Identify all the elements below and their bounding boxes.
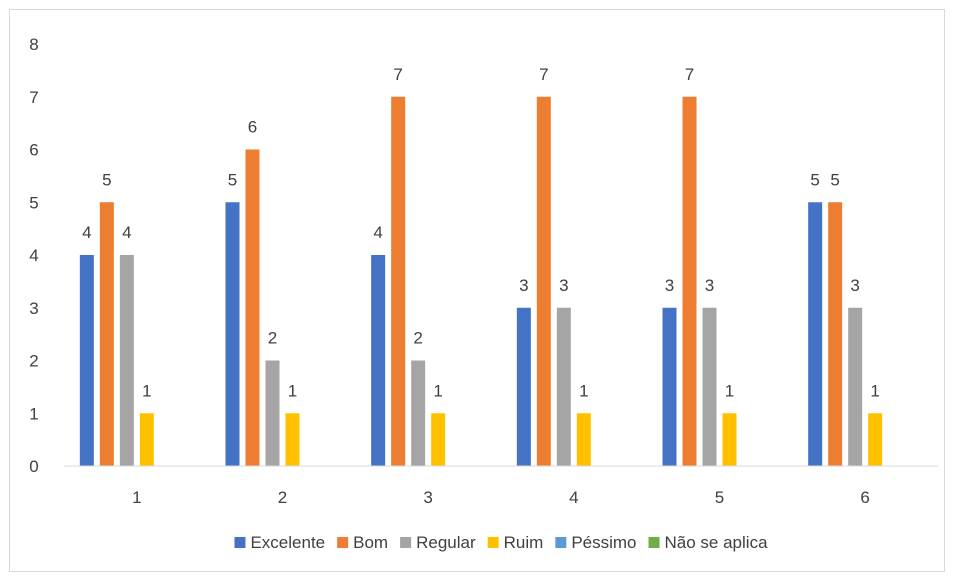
bar-regular-3	[411, 360, 426, 466]
legend-swatch	[234, 537, 246, 548]
y-axis-ticks: 0 1 2 3 4 5 6 7 8	[29, 35, 38, 476]
y-tick-label: 8	[29, 35, 38, 54]
bar-regular-5	[702, 307, 717, 466]
data-label: 3	[665, 276, 674, 295]
data-label: 7	[539, 65, 548, 84]
legend-label: Excelente	[250, 533, 325, 552]
data-label: 5	[810, 170, 819, 189]
bar-bom-5	[682, 96, 697, 466]
x-category-label: 3	[423, 488, 432, 507]
bar-excelente-3	[371, 255, 386, 466]
bar-ruim-4	[576, 413, 591, 466]
data-label: 3	[705, 276, 714, 295]
data-label: 1	[579, 381, 588, 400]
bar-ruim-5	[722, 413, 737, 466]
legend-label: Ruim	[504, 533, 544, 552]
data-label: 1	[725, 381, 734, 400]
bar-excelente-5	[662, 307, 677, 466]
bar-regular-1	[119, 255, 134, 466]
legend-label: Não se aplica	[665, 533, 769, 552]
x-axis-labels: 1 2 3 4 5 6	[132, 488, 870, 507]
y-tick-label: 1	[29, 404, 38, 423]
x-category-label: 5	[715, 488, 724, 507]
data-label: 4	[122, 223, 131, 242]
legend-label: Regular	[416, 533, 476, 552]
bar-excelente-6	[808, 202, 823, 466]
data-label: 3	[519, 276, 528, 295]
data-label: 6	[248, 118, 257, 137]
bar-regular-6	[848, 307, 863, 466]
bars	[79, 96, 883, 466]
data-label: 1	[142, 381, 151, 400]
bar-excelente-2	[225, 202, 240, 466]
bar-ruim-3	[431, 413, 446, 466]
y-tick-label: 6	[29, 141, 38, 160]
bar-ruim-2	[285, 413, 300, 466]
y-tick-label: 0	[29, 457, 38, 476]
legend: Excelente Bom Regular Ruim Péssimo Não se apl…	[234, 533, 768, 552]
legend-swatch	[337, 537, 349, 548]
bar-excelente-1	[79, 255, 94, 466]
data-label: 7	[393, 65, 402, 84]
legend-swatch	[648, 537, 660, 548]
data-label: 2	[413, 329, 422, 348]
data-label: 1	[433, 381, 442, 400]
data-label: 3	[850, 276, 859, 295]
data-label: 1	[288, 381, 297, 400]
legend-swatch	[487, 537, 499, 548]
bar-regular-2	[265, 360, 280, 466]
bar-ruim-1	[139, 413, 154, 466]
data-label: 5	[830, 170, 839, 189]
x-category-label: 2	[278, 488, 287, 507]
legend-label: Bom	[353, 533, 388, 552]
bar-bom-2	[245, 149, 260, 466]
bar-bom-1	[99, 202, 114, 466]
y-tick-label: 4	[29, 246, 38, 265]
x-category-label: 4	[569, 488, 578, 507]
data-label: 4	[82, 223, 91, 242]
data-label: 5	[102, 170, 111, 189]
data-label: 1	[870, 381, 879, 400]
bar-excelente-4	[516, 307, 531, 466]
data-label: 3	[559, 276, 568, 295]
bar-bom-3	[391, 96, 406, 466]
bar-ruim-6	[868, 413, 883, 466]
legend-label: Péssimo	[571, 533, 636, 552]
data-label: 2	[268, 329, 277, 348]
data-label: 7	[685, 65, 694, 84]
bar-regular-4	[556, 307, 571, 466]
y-tick-label: 5	[29, 193, 38, 212]
x-category-label: 6	[860, 488, 869, 507]
legend-swatch	[400, 537, 412, 548]
y-tick-label: 7	[29, 88, 38, 107]
bar-bom-6	[828, 202, 843, 466]
legend-swatch	[555, 537, 567, 548]
y-tick-label: 2	[29, 352, 38, 371]
bar-bom-4	[536, 96, 551, 466]
data-label: 5	[228, 170, 237, 189]
y-tick-label: 3	[29, 299, 38, 318]
x-category-label: 1	[132, 488, 141, 507]
data-label: 4	[373, 223, 382, 242]
chart-frame	[9, 9, 945, 572]
